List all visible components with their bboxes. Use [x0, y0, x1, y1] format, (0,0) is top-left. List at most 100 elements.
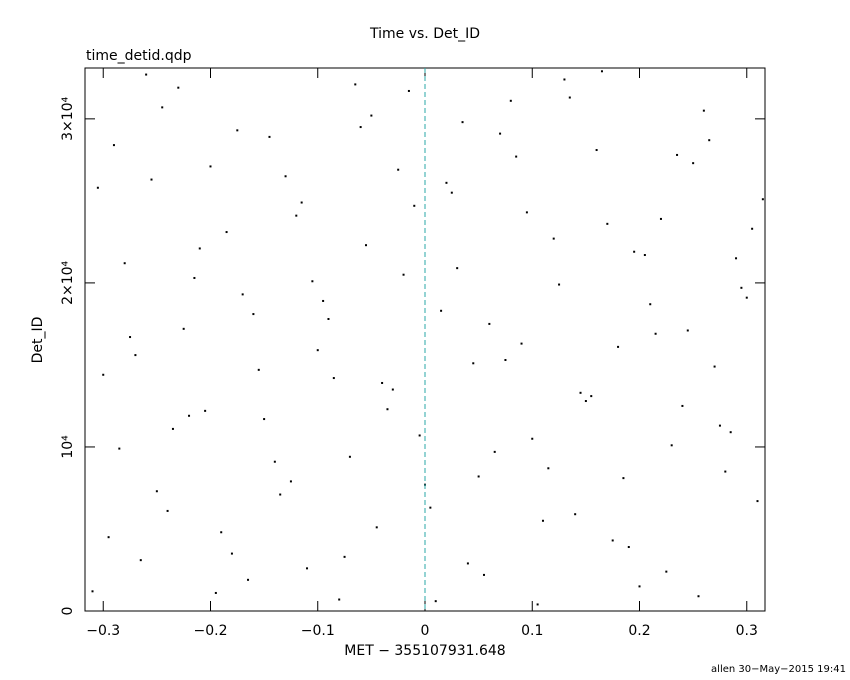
point [139, 559, 142, 562]
point [713, 365, 716, 368]
point [247, 578, 250, 581]
point [617, 345, 620, 348]
x-tick-label: −0.1 [301, 623, 335, 639]
y-tick-label: 2×10⁴ [60, 260, 76, 304]
point [96, 186, 99, 189]
point [638, 585, 641, 588]
point [220, 531, 223, 534]
point [236, 129, 239, 132]
point [482, 573, 485, 576]
y-tick-label: 3×10⁴ [60, 96, 76, 140]
point [735, 257, 738, 260]
point [182, 327, 185, 330]
point [407, 89, 410, 92]
point [166, 509, 169, 512]
point [472, 362, 475, 365]
point [584, 400, 587, 403]
point [327, 317, 330, 320]
point [284, 175, 287, 178]
point [724, 470, 727, 473]
point [354, 83, 357, 86]
point [204, 409, 207, 412]
x-axis-label: MET − 355107931.648 [344, 643, 505, 659]
point [268, 135, 271, 138]
point [541, 519, 544, 522]
point [348, 455, 351, 458]
point [692, 162, 695, 165]
point [145, 73, 148, 76]
point [295, 214, 298, 217]
point [525, 211, 528, 214]
x-tick-label: 0.3 [736, 623, 758, 639]
point [659, 217, 662, 220]
point [418, 434, 421, 437]
point [359, 126, 362, 129]
point [563, 78, 566, 81]
point [686, 329, 689, 332]
y-tick-label: 10⁴ [60, 435, 76, 459]
x-tick-label: −0.3 [86, 623, 120, 639]
point [150, 178, 153, 181]
point [214, 591, 217, 594]
point [611, 539, 614, 542]
x-tick-label: 0.2 [628, 623, 650, 639]
point [102, 373, 105, 376]
point [504, 359, 507, 362]
point [161, 106, 164, 109]
point [440, 309, 443, 312]
point [633, 250, 636, 253]
x-tick-label: −0.2 [193, 623, 227, 639]
point [188, 414, 191, 417]
point [708, 139, 711, 142]
point [177, 86, 180, 89]
point [552, 237, 555, 240]
point [193, 276, 196, 279]
point [509, 99, 512, 102]
point [740, 286, 743, 289]
x-tick-label: 0.1 [521, 623, 543, 639]
point [311, 280, 314, 283]
point [375, 526, 378, 529]
point [466, 562, 469, 565]
point [756, 500, 759, 503]
point [306, 567, 309, 570]
point [456, 267, 459, 270]
point [338, 598, 341, 601]
point [568, 96, 571, 99]
point [461, 121, 464, 124]
point [676, 153, 679, 156]
footer: allen 30−May−2015 19:41 [711, 664, 846, 675]
point [697, 595, 700, 598]
point [520, 342, 523, 345]
point [134, 354, 137, 357]
point [289, 480, 292, 483]
point [241, 293, 244, 296]
point [702, 109, 705, 112]
point [118, 447, 121, 450]
point [665, 570, 668, 573]
point [365, 244, 368, 247]
point [499, 132, 502, 135]
point [434, 600, 437, 603]
point [622, 477, 625, 480]
point [531, 437, 534, 440]
point [370, 114, 373, 117]
point [547, 467, 550, 470]
point [761, 198, 764, 201]
x-tick-label: 0 [421, 623, 430, 639]
chart-subtitle: time_detid.qdp [86, 48, 192, 64]
point [745, 296, 748, 299]
point [595, 149, 598, 152]
point [273, 460, 276, 463]
point [343, 555, 346, 558]
point [402, 273, 405, 276]
point [450, 191, 453, 194]
point [643, 254, 646, 257]
point [279, 493, 282, 496]
y-axis-label: Det_ID [30, 317, 46, 364]
point [386, 408, 389, 411]
point [413, 204, 416, 207]
point [332, 377, 335, 380]
point [129, 336, 132, 339]
